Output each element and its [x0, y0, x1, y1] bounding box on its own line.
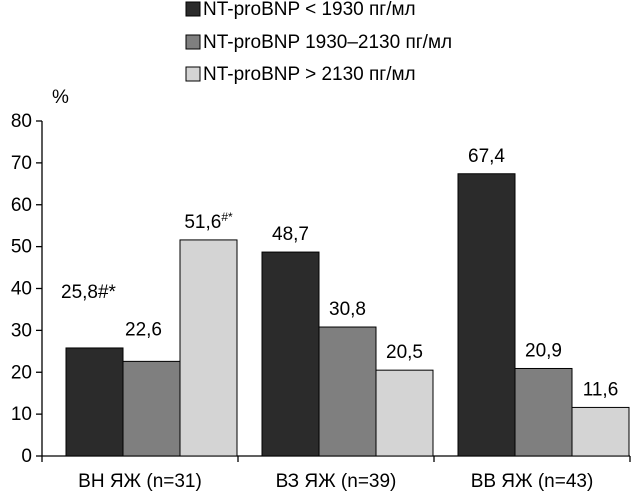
bar	[457, 173, 516, 457]
data-label: 22,6	[125, 319, 162, 340]
bar	[571, 406, 630, 457]
legend-entry: NT-proBNP 1930–2130 пг/мл	[185, 32, 452, 53]
y-tick-label: 40	[11, 279, 32, 300]
legend-entry: NT-proBNP < 1930 пг/мл	[185, 0, 416, 20]
y-tick-label: 70	[11, 153, 32, 174]
data-label-value: 51,6	[184, 212, 221, 233]
data-label-value: 20,5	[386, 342, 423, 363]
bar	[65, 347, 124, 457]
y-tick-label: 60	[11, 195, 32, 216]
bar	[375, 369, 434, 457]
y-tick-label: 80	[11, 111, 32, 132]
y-tick-label: 50	[11, 237, 32, 258]
data-label: 51,6#*	[184, 210, 233, 233]
bar	[122, 360, 181, 457]
legend-label: NT-proBNP > 2130 пг/мл	[203, 64, 416, 85]
y-tick-label: 30	[11, 320, 32, 341]
data-label: 67,4	[468, 146, 505, 167]
y-axis-label: %	[52, 87, 69, 108]
data-label: 25,8#*	[61, 282, 117, 303]
data-label-value: 67,4	[468, 146, 505, 167]
y-tick-label: 20	[11, 362, 32, 383]
bar	[261, 251, 320, 457]
data-label: 20,9	[525, 340, 562, 361]
x-axis: ВН ЯЖ (n=31) ВЗ ЯЖ (n=39) ВВ ЯЖ (n=43)	[41, 455, 631, 492]
y-axis: 0 10 20 30 40 50 60 70 80	[11, 111, 43, 467]
legend-label: NT-proBNP < 1930 пг/мл	[203, 0, 416, 20]
x-tick-label: ВЗ ЯЖ (n=39)	[276, 471, 397, 492]
x-tick-label: ВВ ЯЖ (n=43)	[471, 471, 594, 492]
bars	[65, 173, 630, 457]
y-tick-label: 10	[11, 404, 32, 425]
y-tick-label: 0	[21, 446, 32, 467]
x-tick-label: ВН ЯЖ (n=31)	[78, 471, 202, 492]
bar	[179, 239, 238, 457]
data-label-value: 48,7	[272, 224, 309, 245]
data-label-value: 22,6	[125, 319, 162, 340]
data-label: 11,6	[583, 379, 619, 400]
legend-swatch	[185, 34, 201, 50]
legend-swatch	[185, 66, 201, 82]
data-label-value: 20,9	[525, 340, 562, 361]
legend: NT-proBNP < 1930 пг/мл NT-proBNP 1930–213…	[185, 0, 452, 85]
data-labels: 25,8#* 48,7 67,4 22,6 30,8 20,9 51,6#* 20,5 11,6	[61, 146, 618, 401]
data-label-value: 25,8#*	[61, 282, 117, 303]
data-label: 20,5	[386, 342, 423, 363]
legend-label: NT-proBNP 1930–2130 пг/мл	[203, 32, 452, 53]
data-label-value: 30,8	[329, 299, 366, 320]
data-label: 30,8	[329, 299, 366, 320]
bar	[318, 326, 377, 457]
data-label: 48,7	[272, 224, 309, 245]
bar	[514, 367, 573, 457]
legend-entry: NT-proBNP > 2130 пг/мл	[185, 64, 416, 85]
data-label-superscript: #*	[221, 210, 233, 224]
data-label-value: 11,6	[583, 379, 619, 400]
legend-swatch	[185, 1, 201, 17]
